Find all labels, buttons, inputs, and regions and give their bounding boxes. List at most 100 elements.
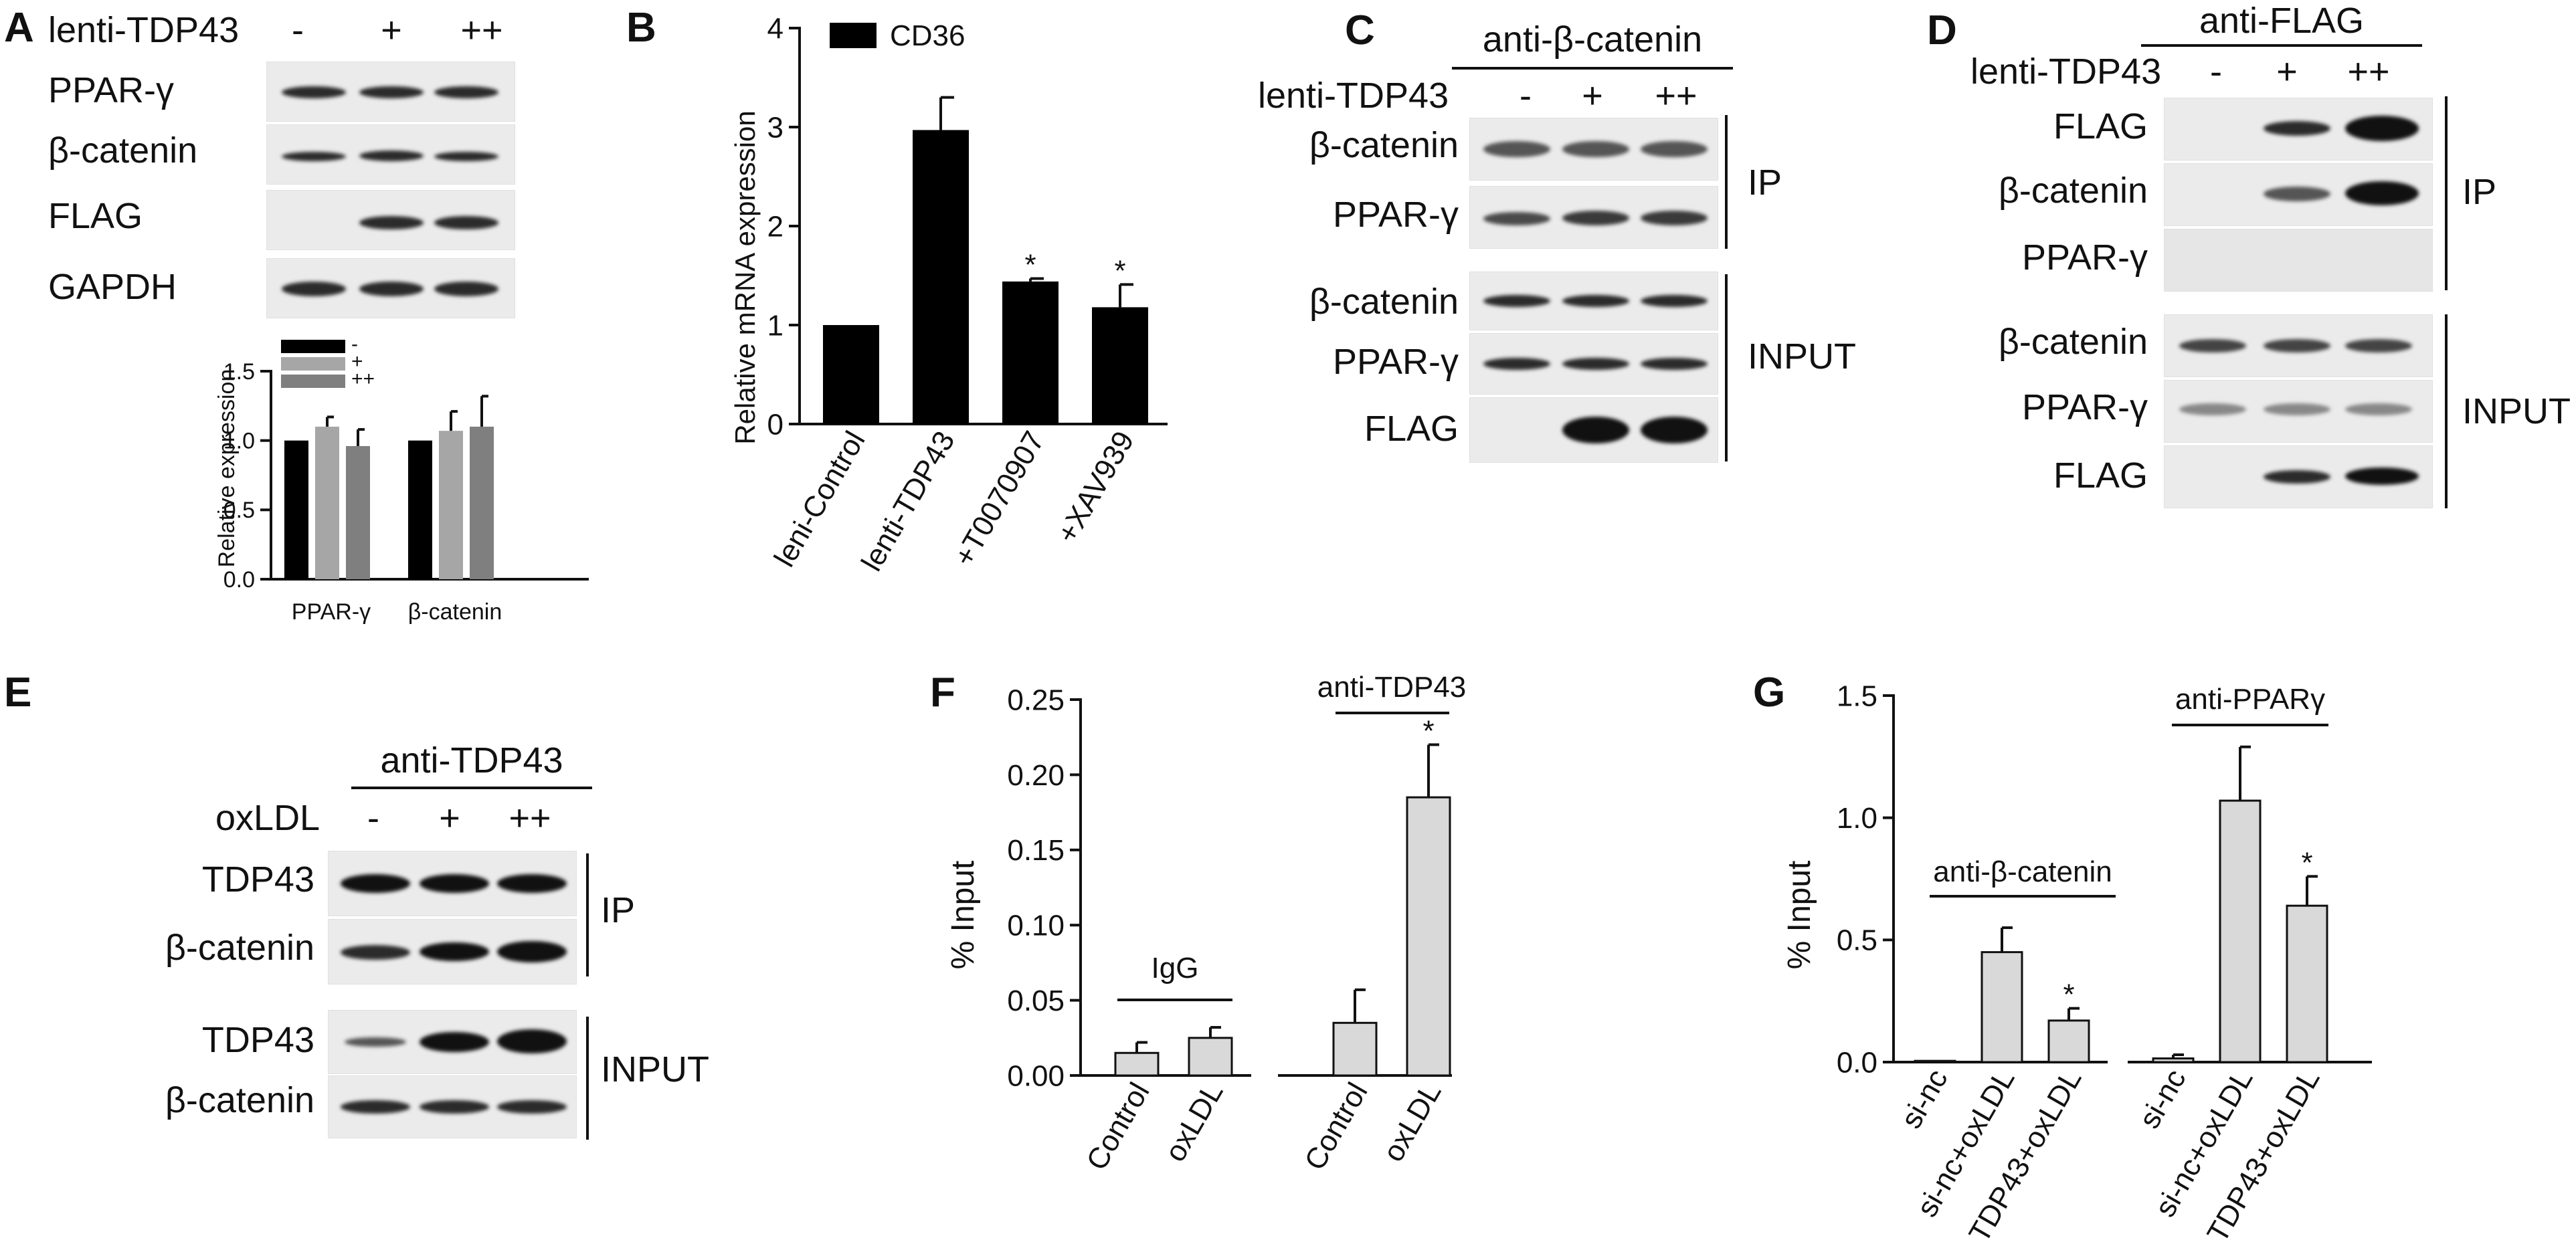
band	[282, 152, 346, 161]
bar	[1002, 281, 1059, 424]
input-bracket	[586, 1017, 589, 1140]
band	[1483, 212, 1550, 225]
header-rule	[2141, 44, 2422, 47]
panel-letter: A	[4, 5, 34, 51]
ip-bracket	[2445, 96, 2448, 290]
band	[1562, 358, 1629, 370]
condition-label: -	[367, 798, 379, 838]
bar	[1114, 1051, 1160, 1077]
band	[1483, 358, 1550, 370]
y-tick-label: 0.05	[1007, 985, 1065, 1017]
band	[2179, 339, 2246, 352]
x-tick-label: si-nc	[2133, 1064, 2193, 1134]
group-label: anti-PPARγ	[2175, 683, 2325, 716]
blot-strip	[2164, 229, 2433, 292]
treatment-label: lenti-TDP43	[1258, 76, 1449, 116]
significance-star: *	[1024, 248, 1036, 281]
blot-row-label: FLAG	[48, 196, 143, 236]
y-tick-label: 0.0	[223, 567, 255, 593]
band	[1562, 141, 1629, 157]
ip-label: IP	[601, 890, 636, 930]
y-tick-label: 0.00	[1007, 1059, 1065, 1092]
band	[341, 945, 410, 960]
x-tick-label: si-nc	[1895, 1064, 1954, 1134]
blot-strip	[2164, 98, 2433, 161]
blot-row-label: GAPDH	[48, 267, 177, 307]
y-tick-label: 0.5	[1837, 924, 1877, 957]
band	[1641, 295, 1708, 307]
blot-row-label: PPAR-γ	[1332, 195, 1459, 235]
blot-strip	[1469, 272, 1718, 330]
treatment-label: oxLDL	[215, 798, 320, 838]
input-label: INPUT	[1748, 336, 1856, 377]
band	[359, 216, 424, 229]
blot-strip	[266, 62, 515, 122]
band	[359, 150, 424, 161]
band	[1483, 295, 1550, 307]
y-tick-label: 0.20	[1007, 759, 1065, 792]
significance-star: *	[1114, 254, 1125, 287]
header-rule	[351, 787, 592, 789]
band	[497, 941, 567, 962]
input-bracket	[2445, 314, 2448, 508]
condition-label: ++	[2347, 51, 2390, 92]
legend-label: -	[351, 333, 358, 355]
bar	[2047, 1019, 2090, 1063]
blot-row-label: PPAR-γ	[2021, 387, 2148, 427]
blot-row-label: β-catenin	[1998, 322, 2148, 362]
significance-star: *	[1422, 714, 1434, 747]
condition-label: +	[439, 798, 460, 838]
condition-label: ++	[1655, 76, 1697, 116]
band	[434, 216, 498, 229]
significance-star: *	[2301, 846, 2312, 879]
legend-label: CD36	[890, 19, 965, 52]
band	[434, 86, 498, 98]
band	[434, 152, 498, 161]
legend-swatch	[281, 357, 345, 371]
blot-strip	[266, 190, 515, 250]
bar	[2152, 1057, 2195, 1063]
blot-strip	[2164, 163, 2433, 226]
band	[420, 942, 489, 961]
bar	[470, 426, 494, 579]
input-label: INPUT	[2462, 391, 2571, 431]
band	[1641, 417, 1708, 443]
legend-label: +	[351, 350, 363, 373]
blot-row-label: β-catenin	[1309, 125, 1459, 165]
condition-label: ++	[509, 798, 551, 838]
x-tick-label: PPAR-γ	[292, 599, 371, 625]
blot-row-label: TDP43	[201, 1020, 314, 1060]
y-tick-label: 0.25	[1007, 684, 1065, 716]
treatment-label: lenti-TDP43	[1970, 51, 2162, 92]
blot-strip	[1469, 333, 1718, 395]
x-tick-label: β-catenin	[408, 599, 502, 625]
y-tick-label: 4	[767, 12, 784, 45]
y-tick-label: 1.5	[1837, 680, 1877, 712]
group-label: anti-TDP43	[1317, 671, 1467, 704]
input-bracket	[1725, 274, 1728, 461]
blot-row-label: β-catenin	[165, 1080, 314, 1120]
ip-antibody-header: anti-TDP43	[380, 740, 563, 781]
band	[282, 86, 346, 98]
blot-row-label: β-catenin	[1998, 171, 2148, 211]
group-label: IgG	[1152, 952, 1199, 985]
band	[2345, 468, 2419, 485]
y-tick-label: 1.5	[223, 359, 255, 385]
band	[2264, 403, 2330, 415]
band	[282, 282, 346, 296]
band	[2345, 116, 2419, 141]
condition-label: +	[1582, 76, 1603, 116]
bar	[315, 426, 339, 579]
band	[420, 874, 489, 893]
blot-strip	[328, 919, 577, 985]
panel-letter: C	[1345, 7, 1375, 54]
band	[2264, 470, 2330, 484]
condition-label: -	[1520, 76, 1532, 116]
blot-row-label: β-catenin	[1309, 282, 1459, 322]
y-tick-label: 0	[767, 408, 784, 441]
band	[2264, 187, 2330, 201]
